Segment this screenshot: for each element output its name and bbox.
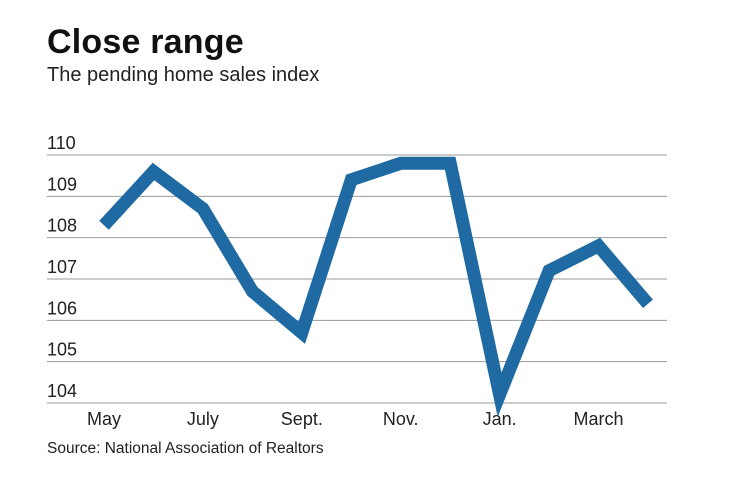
x-tick-label: July [187,409,219,429]
series-layer [99,156,653,417]
series-line [99,156,653,417]
y-tick-label: 105 [47,340,77,360]
y-axis-ticks: 104 105 106 107 108 109 110 [47,133,77,401]
gridlines [47,154,667,404]
x-tick-label: Sept. [281,409,323,429]
chart-subtitle: The pending home sales index [47,64,320,86]
x-tick-label: May [87,409,121,429]
y-tick-label: 107 [47,257,77,277]
y-tick-label: 108 [47,216,77,236]
x-tick-label: March [574,409,624,429]
y-tick-label: 110 [47,133,76,153]
y-tick-label: 104 [47,381,77,401]
x-axis-ticks: May July Sept. Nov. Jan. March [87,409,624,429]
y-tick-label: 109 [47,174,77,194]
x-tick-label: Jan. [483,409,517,429]
y-tick-label: 106 [47,298,77,318]
chart-title: Close range [47,23,244,61]
source-note: Source: National Association of Realtors [47,440,324,457]
x-tick-label: Nov. [383,409,419,429]
